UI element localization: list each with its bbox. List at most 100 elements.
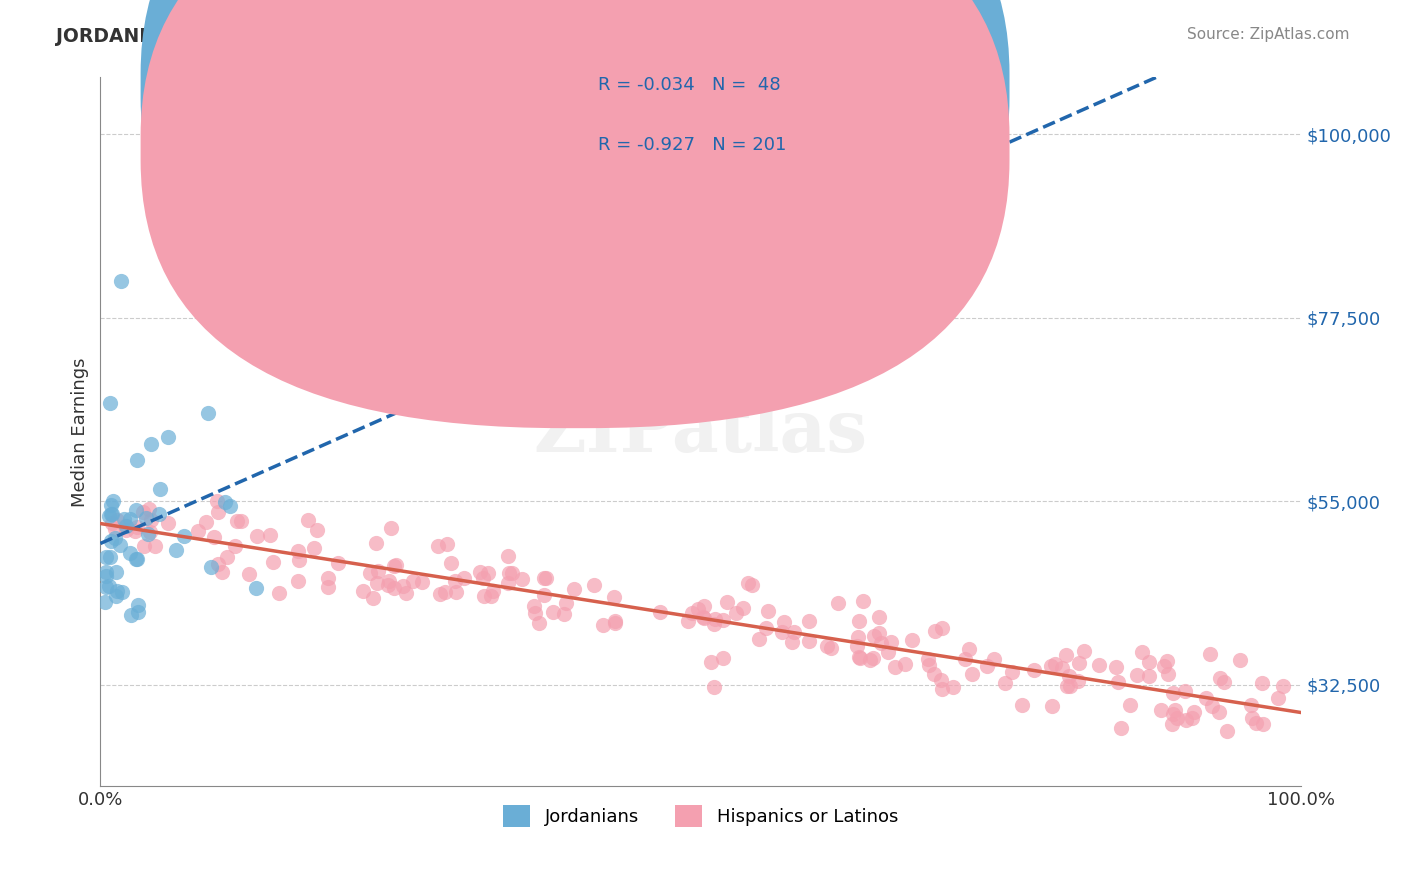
Point [1153, 658, 1175, 673]
Point [1182, 705, 1205, 719]
Point [110, 538, 132, 552]
Point [366, 576, 388, 591]
Point [1001, 665, 1024, 680]
Point [725, 606, 748, 620]
Point [1067, 673, 1090, 688]
Point [111, 585, 134, 599]
Point [773, 615, 796, 630]
Point [780, 635, 803, 649]
Point [1073, 644, 1095, 658]
Point [231, 514, 253, 528]
Point [1045, 657, 1067, 672]
Point [395, 586, 418, 600]
Point [444, 574, 467, 588]
Point [305, 523, 328, 537]
Point [115, 519, 138, 533]
Point [143, 539, 166, 553]
Point [361, 591, 384, 605]
Point [918, 657, 941, 672]
Point [1050, 660, 1073, 674]
Point [533, 570, 555, 584]
Point [125, 551, 148, 566]
Point [1156, 654, 1178, 668]
Point [1139, 668, 1161, 682]
Point [877, 645, 900, 659]
Point [1175, 714, 1198, 728]
Point [125, 520, 148, 534]
Point [924, 624, 946, 638]
Point [165, 543, 187, 558]
Point [1118, 698, 1140, 713]
Point [287, 552, 309, 566]
Point [592, 618, 614, 632]
Point [110, 274, 132, 288]
Point [1126, 668, 1149, 682]
Point [870, 636, 893, 650]
Point [259, 528, 281, 542]
Point [748, 632, 770, 646]
Point [737, 576, 759, 591]
Point [1229, 653, 1251, 667]
Point [118, 512, 141, 526]
Y-axis label: Median Earnings: Median Earnings [72, 357, 89, 507]
Text: ZIPatlas: ZIPatlas [534, 396, 868, 467]
Point [931, 621, 953, 635]
Point [827, 596, 849, 610]
Point [1067, 656, 1090, 670]
Point [1161, 686, 1184, 700]
Point [94, 568, 117, 582]
Point [1195, 690, 1218, 705]
Point [1166, 711, 1188, 725]
Point [115, 523, 138, 537]
Point [120, 607, 142, 622]
Point [429, 587, 451, 601]
Point [555, 596, 578, 610]
Point [136, 527, 159, 541]
Point [693, 599, 716, 613]
Point [200, 559, 222, 574]
Point [187, 524, 209, 538]
Point [693, 610, 716, 624]
Point [692, 610, 714, 624]
Point [1011, 698, 1033, 713]
Point [367, 565, 389, 579]
Point [385, 558, 408, 573]
Point [868, 625, 890, 640]
Point [1199, 647, 1222, 661]
Point [380, 520, 402, 534]
Point [1251, 717, 1274, 731]
Point [496, 549, 519, 563]
Point [197, 406, 219, 420]
Point [98, 579, 121, 593]
Point [411, 574, 433, 589]
Point [98, 549, 121, 564]
Point [931, 682, 953, 697]
Point [104, 531, 127, 545]
Point [156, 516, 179, 530]
Point [1160, 717, 1182, 731]
Point [195, 516, 218, 530]
Point [756, 604, 779, 618]
Point [297, 513, 319, 527]
Point [1250, 676, 1272, 690]
Point [603, 614, 626, 628]
Point [131, 506, 153, 520]
Text: R = -0.927   N = 201: R = -0.927 N = 201 [598, 136, 786, 153]
Point [201, 299, 224, 313]
Point [207, 506, 229, 520]
Point [426, 539, 449, 553]
Point [100, 534, 122, 549]
Point [482, 584, 505, 599]
Point [125, 453, 148, 467]
Point [316, 571, 339, 585]
Point [859, 652, 882, 666]
Point [125, 503, 148, 517]
Point [377, 578, 399, 592]
Point [510, 572, 533, 586]
Point [96, 550, 118, 565]
Point [382, 558, 405, 573]
Point [98, 396, 121, 410]
Point [148, 507, 170, 521]
Point [100, 499, 122, 513]
Point [703, 681, 725, 695]
